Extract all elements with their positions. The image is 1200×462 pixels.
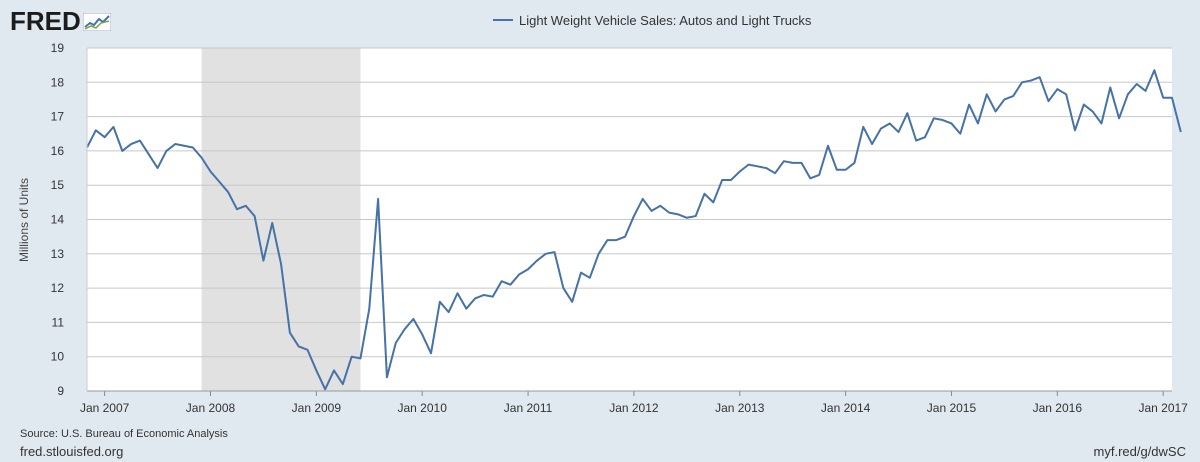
axis-layer: 9 10 11 12 13 14 15 16 17 18 19 Jan 2007 Jan 2008 Jan… — [51, 41, 1189, 415]
series-layer — [86, 69, 1182, 391]
legend[interactable]: Light Weight Vehicle Sales: Autos and Li… — [493, 13, 812, 28]
fred-mini-graph-icon — [82, 12, 111, 31]
grid-layer — [87, 47, 1172, 392]
y-tick-label: 11 — [52, 315, 65, 329]
x-tick-label: Jan 2008 — [186, 401, 236, 415]
x-tick-label: Jan 2014 — [821, 401, 871, 415]
x-tick-label: Jan 2016 — [1033, 401, 1083, 415]
y-axis-title: Millions of Units — [17, 177, 31, 263]
x-tick-label: Jan 2017 — [1138, 401, 1188, 415]
y-tick-label: 12 — [51, 281, 65, 295]
x-tick-label: Jan 2015 — [927, 401, 977, 415]
short-url-link[interactable]: myf.red/g/dwSC — [1093, 444, 1186, 459]
y-tick-label: 14 — [51, 213, 65, 227]
fred-logo-text: FRED — [10, 6, 81, 36]
y-tick-label: 15 — [51, 178, 65, 192]
site-link[interactable]: fred.stlouisfed.org — [20, 444, 124, 459]
y-tick-label: 19 — [51, 41, 65, 55]
x-tick-label: Jan 2011 — [504, 401, 553, 415]
x-tick-label: Jan 2007 — [80, 401, 130, 415]
legend-label: Light Weight Vehicle Sales: Autos and Li… — [519, 13, 812, 28]
y-tick-label: 9 — [57, 384, 64, 398]
y-tick-label: 10 — [51, 350, 65, 364]
x-tick-label: Jan 2009 — [292, 401, 342, 415]
source-note: Source: U.S. Bureau of Economic Analysis — [20, 428, 228, 440]
y-tick-label: 17 — [51, 110, 65, 124]
y-tick-label: 18 — [51, 75, 65, 89]
fred-logo[interactable]: FRED — [10, 6, 111, 37]
x-tick-label: Jan 2010 — [398, 401, 448, 415]
x-tick-label: Jan 2013 — [715, 401, 765, 415]
x-tick-label: Jan 2012 — [609, 401, 659, 415]
series-line-0[interactable] — [86, 69, 1182, 391]
y-tick-label: 13 — [51, 247, 65, 261]
y-tick-label: 16 — [51, 144, 65, 158]
